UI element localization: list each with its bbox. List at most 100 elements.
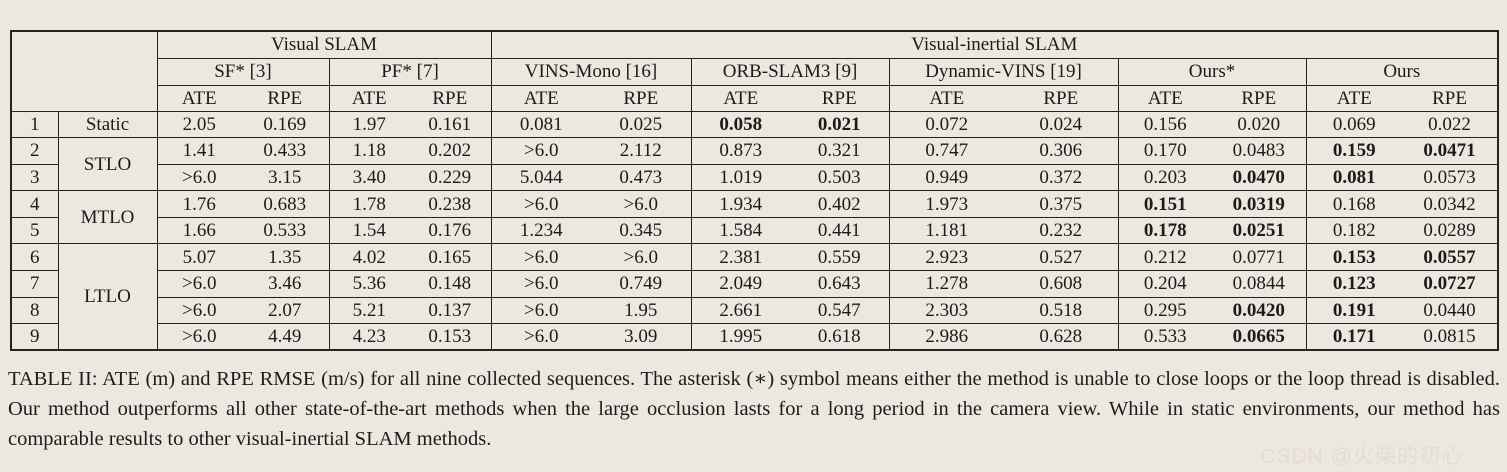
metric-ate: ATE [889, 85, 1005, 112]
row-number: 8 [11, 297, 59, 325]
value-cell: 0.153 [1306, 243, 1403, 272]
table-row: 2 STLO 1.41 0.433 1.18 0.202 >6.0 2.112 0.873 0.3… [11, 137, 1499, 192]
value-cell: 0.628 [1004, 323, 1119, 351]
value-cell: 5.36 [329, 270, 409, 298]
value-cell: 2.923 [889, 243, 1005, 272]
metric-ate: ATE [1306, 85, 1403, 112]
value-cell: >6.0 [157, 323, 241, 351]
value-cell: 0.518 [1004, 297, 1119, 325]
scenario-label: STLO [58, 137, 158, 192]
header-row-metrics: ATE RPE ATE RPE ATE RPE ATE RPE ATE RPE … [11, 85, 1499, 112]
metric-rpe: RPE [1004, 85, 1119, 112]
value-cell: 1.18 [329, 137, 409, 165]
value-cell: 0.0771 [1212, 243, 1307, 272]
row-number: 6 [11, 243, 59, 272]
metric-ate: ATE [329, 85, 409, 112]
value-cell: 0.0289 [1402, 217, 1499, 245]
method-ours: Ours [1306, 58, 1499, 86]
table-row: 3 >6.0 3.15 3.40 0.229 5.044 0.473 1.019 0.503 0.… [11, 164, 1499, 192]
value-cell: 0.168 [1306, 190, 1403, 218]
value-cell: 0.0470 [1212, 164, 1307, 192]
metric-rpe: RPE [409, 85, 492, 112]
value-cell: 0.321 [790, 137, 890, 165]
table-row: 9 >6.0 4.49 4.23 0.153 >6.0 3.09 1.995 0.618 2.98… [11, 323, 1499, 351]
value-cell: 1.66 [157, 217, 241, 245]
value-cell: >6.0 [491, 137, 592, 165]
value-cell: >6.0 [491, 297, 592, 325]
value-cell: 3.09 [591, 323, 692, 351]
value-cell: >6.0 [491, 323, 592, 351]
value-cell: 1.35 [241, 243, 330, 272]
group-visual-slam: Visual SLAM [157, 31, 492, 59]
method-ours-star: Ours* [1118, 58, 1307, 86]
value-cell: 4.49 [241, 323, 330, 351]
value-cell: 1.78 [329, 190, 409, 218]
value-cell: 0.182 [1306, 217, 1403, 245]
value-cell: 0.873 [691, 137, 791, 165]
value-cell: 0.020 [1212, 111, 1307, 139]
value-cell: 2.986 [889, 323, 1005, 351]
row-number: 9 [11, 323, 59, 351]
value-cell: 0.441 [790, 217, 890, 245]
scenario-label: MTLO [58, 190, 158, 245]
header-row-methods: SF* [3] PF* [7] VINS-Mono [16] ORB-SLAM3… [11, 58, 1499, 86]
table-row: 6 LTLO 5.07 1.35 4.02 0.165 >6.0 >6.0 2.381 0.559… [11, 243, 1499, 351]
table-caption: TABLE II: ATE (m) and RPE RMSE (m/s) for… [8, 368, 1500, 450]
value-cell: 0.123 [1306, 270, 1403, 298]
value-cell: 0.0573 [1402, 164, 1499, 192]
value-cell: 0.503 [790, 164, 890, 192]
value-cell: 1.76 [157, 190, 241, 218]
value-cell: 0.402 [790, 190, 890, 218]
value-cell: 5.07 [157, 243, 241, 272]
value-cell: 0.161 [409, 111, 492, 139]
value-cell: 3.46 [241, 270, 330, 298]
value-cell: 3.15 [241, 164, 330, 192]
group-visual-inertial-slam: Visual-inertial SLAM [491, 31, 1499, 59]
value-cell: 0.547 [790, 297, 890, 325]
value-cell: 0.170 [1118, 137, 1213, 165]
metric-rpe: RPE [591, 85, 692, 112]
value-cell: 2.661 [691, 297, 791, 325]
value-cell: 0.0483 [1212, 137, 1307, 165]
value-cell: 0.069 [1306, 111, 1403, 139]
table-row: 8 >6.0 2.07 5.21 0.137 >6.0 1.95 2.661 0.547 2.30… [11, 297, 1499, 325]
value-cell: 0.203 [1118, 164, 1213, 192]
value-cell: 0.683 [241, 190, 330, 218]
value-cell: 0.0471 [1402, 137, 1499, 165]
row-number: 4 [11, 190, 59, 218]
value-cell: >6.0 [157, 270, 241, 298]
value-cell: 1.54 [329, 217, 409, 245]
value-cell: 0.165 [409, 243, 492, 272]
value-cell: 1.973 [889, 190, 1005, 218]
table-row: 5 1.66 0.533 1.54 0.176 1.234 0.345 1.584 0.441 1… [11, 217, 1499, 245]
value-cell: 0.171 [1306, 323, 1403, 351]
method-sf: SF* [3] [157, 58, 330, 86]
value-cell: 4.02 [329, 243, 409, 272]
value-cell: 0.643 [790, 270, 890, 298]
value-cell: 1.019 [691, 164, 791, 192]
table-row: 7 >6.0 3.46 5.36 0.148 >6.0 0.749 2.049 0.643 1.2… [11, 270, 1499, 298]
value-cell: >6.0 [491, 190, 592, 218]
value-cell: 1.234 [491, 217, 592, 245]
row-number: 7 [11, 270, 59, 298]
metric-rpe: RPE [1402, 85, 1499, 112]
value-cell: 0.372 [1004, 164, 1119, 192]
value-cell: 0.375 [1004, 190, 1119, 218]
scenario-label: LTLO [58, 243, 158, 351]
table-row: 4 MTLO 1.76 0.683 1.78 0.238 >6.0 >6.0 1.934 0.40… [11, 190, 1499, 245]
value-cell: 1.584 [691, 217, 791, 245]
value-cell: 0.295 [1118, 297, 1213, 325]
value-cell: 1.95 [591, 297, 692, 325]
value-cell: 0.025 [591, 111, 692, 139]
value-cell: 0.0815 [1402, 323, 1499, 351]
value-cell: >6.0 [157, 297, 241, 325]
value-cell: >6.0 [591, 243, 692, 272]
value-cell: 0.021 [790, 111, 890, 139]
value-cell: 1.181 [889, 217, 1005, 245]
value-cell: 4.23 [329, 323, 409, 351]
value-cell: 0.747 [889, 137, 1005, 165]
value-cell: 0.072 [889, 111, 1005, 139]
value-cell: 5.21 [329, 297, 409, 325]
value-cell: 0.0251 [1212, 217, 1307, 245]
value-cell: 0.0342 [1402, 190, 1499, 218]
